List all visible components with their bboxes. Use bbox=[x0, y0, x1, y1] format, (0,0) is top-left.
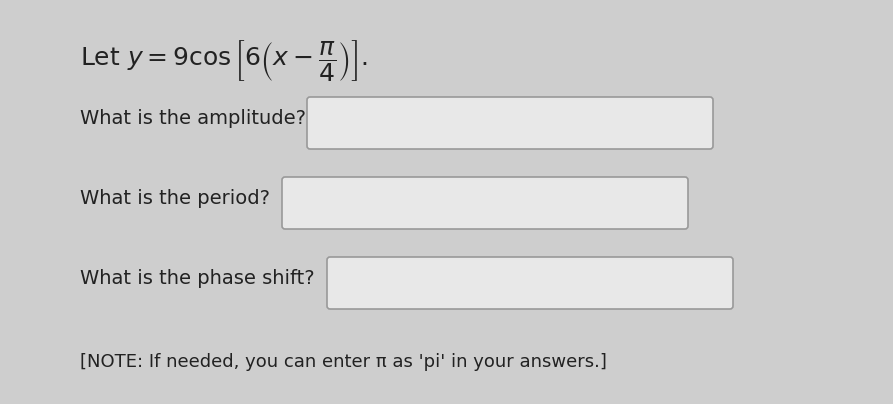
Text: What is the period?: What is the period? bbox=[80, 189, 270, 208]
Text: Let $y = 9\cos\left[6\left(x - \dfrac{\pi}{4}\right)\right]$.: Let $y = 9\cos\left[6\left(x - \dfrac{\p… bbox=[80, 38, 367, 83]
FancyBboxPatch shape bbox=[307, 97, 713, 149]
FancyBboxPatch shape bbox=[327, 257, 733, 309]
Text: What is the amplitude?: What is the amplitude? bbox=[80, 109, 306, 128]
Text: What is the phase shift?: What is the phase shift? bbox=[80, 269, 314, 288]
FancyBboxPatch shape bbox=[282, 177, 688, 229]
Text: [NOTE: If needed, you can enter π as 'pi' in your answers.]: [NOTE: If needed, you can enter π as 'pi… bbox=[80, 353, 607, 371]
